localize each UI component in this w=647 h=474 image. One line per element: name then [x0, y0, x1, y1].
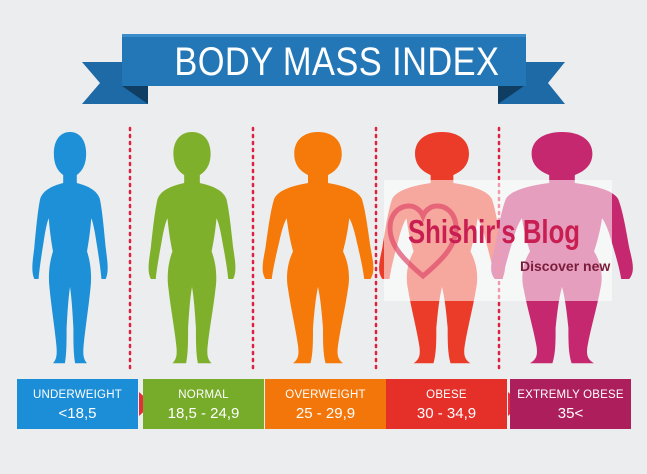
banner-left-fold	[122, 86, 148, 104]
bmi-card-underweight: UNDERWEIGHT <18,5	[17, 379, 138, 429]
banner-title: BODY MASS INDEX	[174, 40, 500, 84]
bmi-card-range: <18,5	[58, 405, 97, 422]
body-figure-underweight	[32, 132, 108, 364]
watermark-panel	[384, 180, 612, 301]
bmi-card-obese: OBESE 30 - 34,9	[386, 379, 507, 429]
bmi-card-extremly-obese: EXTREMLY OBESE 35<	[510, 379, 631, 429]
bmi-card-label: EXTREMLY OBESE	[517, 389, 624, 401]
bmi-card-range: 35<	[557, 405, 584, 422]
bmi-card-label: OVERWEIGHT	[285, 389, 366, 401]
body-figure-normal	[148, 132, 236, 364]
heart-icon	[387, 203, 459, 280]
banner-main	[122, 34, 526, 86]
bmi-card-range: 30 - 34,9	[416, 405, 477, 422]
title-banner	[82, 34, 565, 104]
bmi-card-normal: NORMAL 18,5 - 24,9	[143, 379, 264, 429]
bmi-card-label: UNDERWEIGHT	[33, 389, 122, 401]
bmi-card-label: OBESE	[426, 389, 467, 401]
bmi-card-range: 25 - 29,9	[295, 405, 356, 422]
watermark-subtitle: Discover new	[520, 258, 611, 274]
banner-top-edge	[122, 34, 526, 37]
bmi-card-range: 18,5 - 24,9	[167, 405, 240, 422]
watermark-title: Shishir's Blog	[408, 213, 581, 250]
body-figure-overweight	[262, 132, 374, 364]
bmi-card-label: NORMAL	[178, 389, 229, 401]
bmi-card-overweight: OVERWEIGHT 25 - 29,9	[265, 379, 386, 429]
banner-right-fold	[498, 86, 524, 104]
